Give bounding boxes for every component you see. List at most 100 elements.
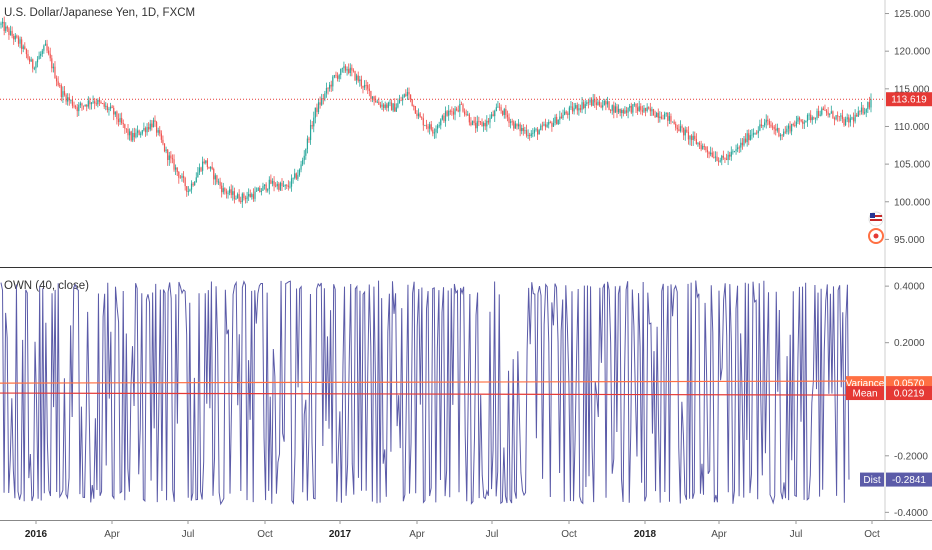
candle-body	[28, 58, 31, 62]
candle-body	[632, 104, 634, 113]
candle-body	[864, 112, 866, 114]
candle-body	[641, 110, 643, 112]
candle-body	[40, 53, 42, 56]
candle-body	[306, 138, 309, 150]
candle-body	[508, 117, 510, 123]
event-markers[interactable]	[868, 211, 884, 244]
candle-body	[294, 173, 296, 178]
candle-body	[149, 123, 151, 130]
candle-body	[378, 101, 380, 105]
candle-body	[5, 26, 7, 31]
candle-body	[354, 71, 356, 81]
candle-body	[578, 108, 580, 111]
candle-body	[270, 179, 272, 184]
candle-body	[551, 122, 553, 127]
candle-body	[329, 84, 331, 89]
candle-body	[78, 105, 80, 112]
series-value-tag	[886, 472, 932, 487]
candle-body	[646, 107, 648, 112]
candle-body	[122, 123, 124, 125]
time-tick-label: Jul	[486, 529, 499, 540]
candle-body	[111, 106, 113, 108]
candle-body	[48, 50, 50, 54]
candle-body	[165, 149, 167, 152]
candle-body	[256, 190, 258, 192]
candle-body	[238, 194, 240, 202]
candle-body	[584, 104, 586, 109]
candle-body	[814, 118, 817, 120]
candle-body	[192, 183, 194, 186]
candle-body	[586, 102, 588, 105]
candle-body	[211, 166, 213, 169]
candle-body	[484, 123, 486, 127]
candle-body	[568, 107, 570, 115]
candle-body	[84, 104, 86, 107]
candle-body	[751, 134, 753, 136]
candle-body	[200, 167, 202, 171]
indicator-title: OWN (40, close)	[4, 280, 89, 292]
time-tick-label: Oct	[561, 529, 577, 540]
candle-body	[202, 161, 204, 171]
candle-body	[754, 132, 756, 134]
candle-body	[6, 26, 8, 29]
candle-body	[854, 114, 856, 122]
candle-body	[349, 67, 351, 73]
candle-body	[859, 111, 861, 113]
candle-body	[79, 103, 81, 106]
candle-body	[744, 138, 747, 143]
candle-body	[327, 88, 329, 89]
series-value-tag	[886, 386, 932, 401]
candle-body	[135, 132, 137, 138]
candle-body	[406, 91, 409, 96]
candle-body	[146, 127, 148, 133]
price-tick-label: 115.000	[894, 84, 930, 95]
candle-body	[752, 133, 755, 135]
candle-body	[619, 108, 621, 114]
candle-body	[592, 99, 594, 106]
candle-body	[3, 21, 5, 31]
candle-body	[644, 107, 647, 112]
candle-body	[132, 132, 134, 141]
candle-body	[818, 111, 820, 116]
candle-body	[384, 104, 386, 108]
candle-body	[241, 193, 243, 203]
candle-body	[425, 125, 428, 127]
candle-body	[635, 103, 637, 108]
candle-body	[617, 108, 620, 113]
candle-body	[300, 164, 302, 170]
candle-body	[127, 128, 129, 136]
candle-body	[463, 111, 466, 115]
candle-body	[363, 84, 366, 88]
candle-body	[108, 108, 110, 110]
candle-body	[567, 113, 569, 115]
series-name-tag	[846, 386, 884, 401]
candle-body	[232, 191, 234, 195]
indicator-tick-label: -0.4000	[894, 508, 928, 519]
candle-body	[244, 197, 247, 200]
candle-body	[38, 55, 40, 60]
candle-body	[303, 155, 305, 161]
candle-body	[689, 135, 691, 140]
last-price-tag: 113.619	[886, 92, 932, 107]
candle-body	[571, 106, 574, 112]
candle-body	[411, 99, 413, 106]
candle-body	[483, 123, 485, 127]
candle-body	[155, 122, 158, 133]
candle-body	[343, 66, 345, 69]
candle-body	[381, 104, 383, 107]
candle-body	[760, 124, 763, 127]
candle-body	[67, 97, 69, 102]
candle-body	[444, 111, 447, 122]
candle-body	[643, 107, 645, 112]
time-tick-label: 2016	[25, 529, 48, 540]
candle-body	[22, 46, 24, 49]
candle-body	[527, 135, 529, 136]
candle-body	[54, 66, 56, 79]
candle-body	[421, 117, 423, 119]
indicator-tick-label: 0.2000	[894, 338, 925, 349]
candle-body	[114, 111, 116, 115]
candle-body	[625, 110, 628, 113]
candle-body	[76, 107, 78, 112]
candle-body	[721, 155, 723, 161]
candle-body	[319, 102, 321, 105]
